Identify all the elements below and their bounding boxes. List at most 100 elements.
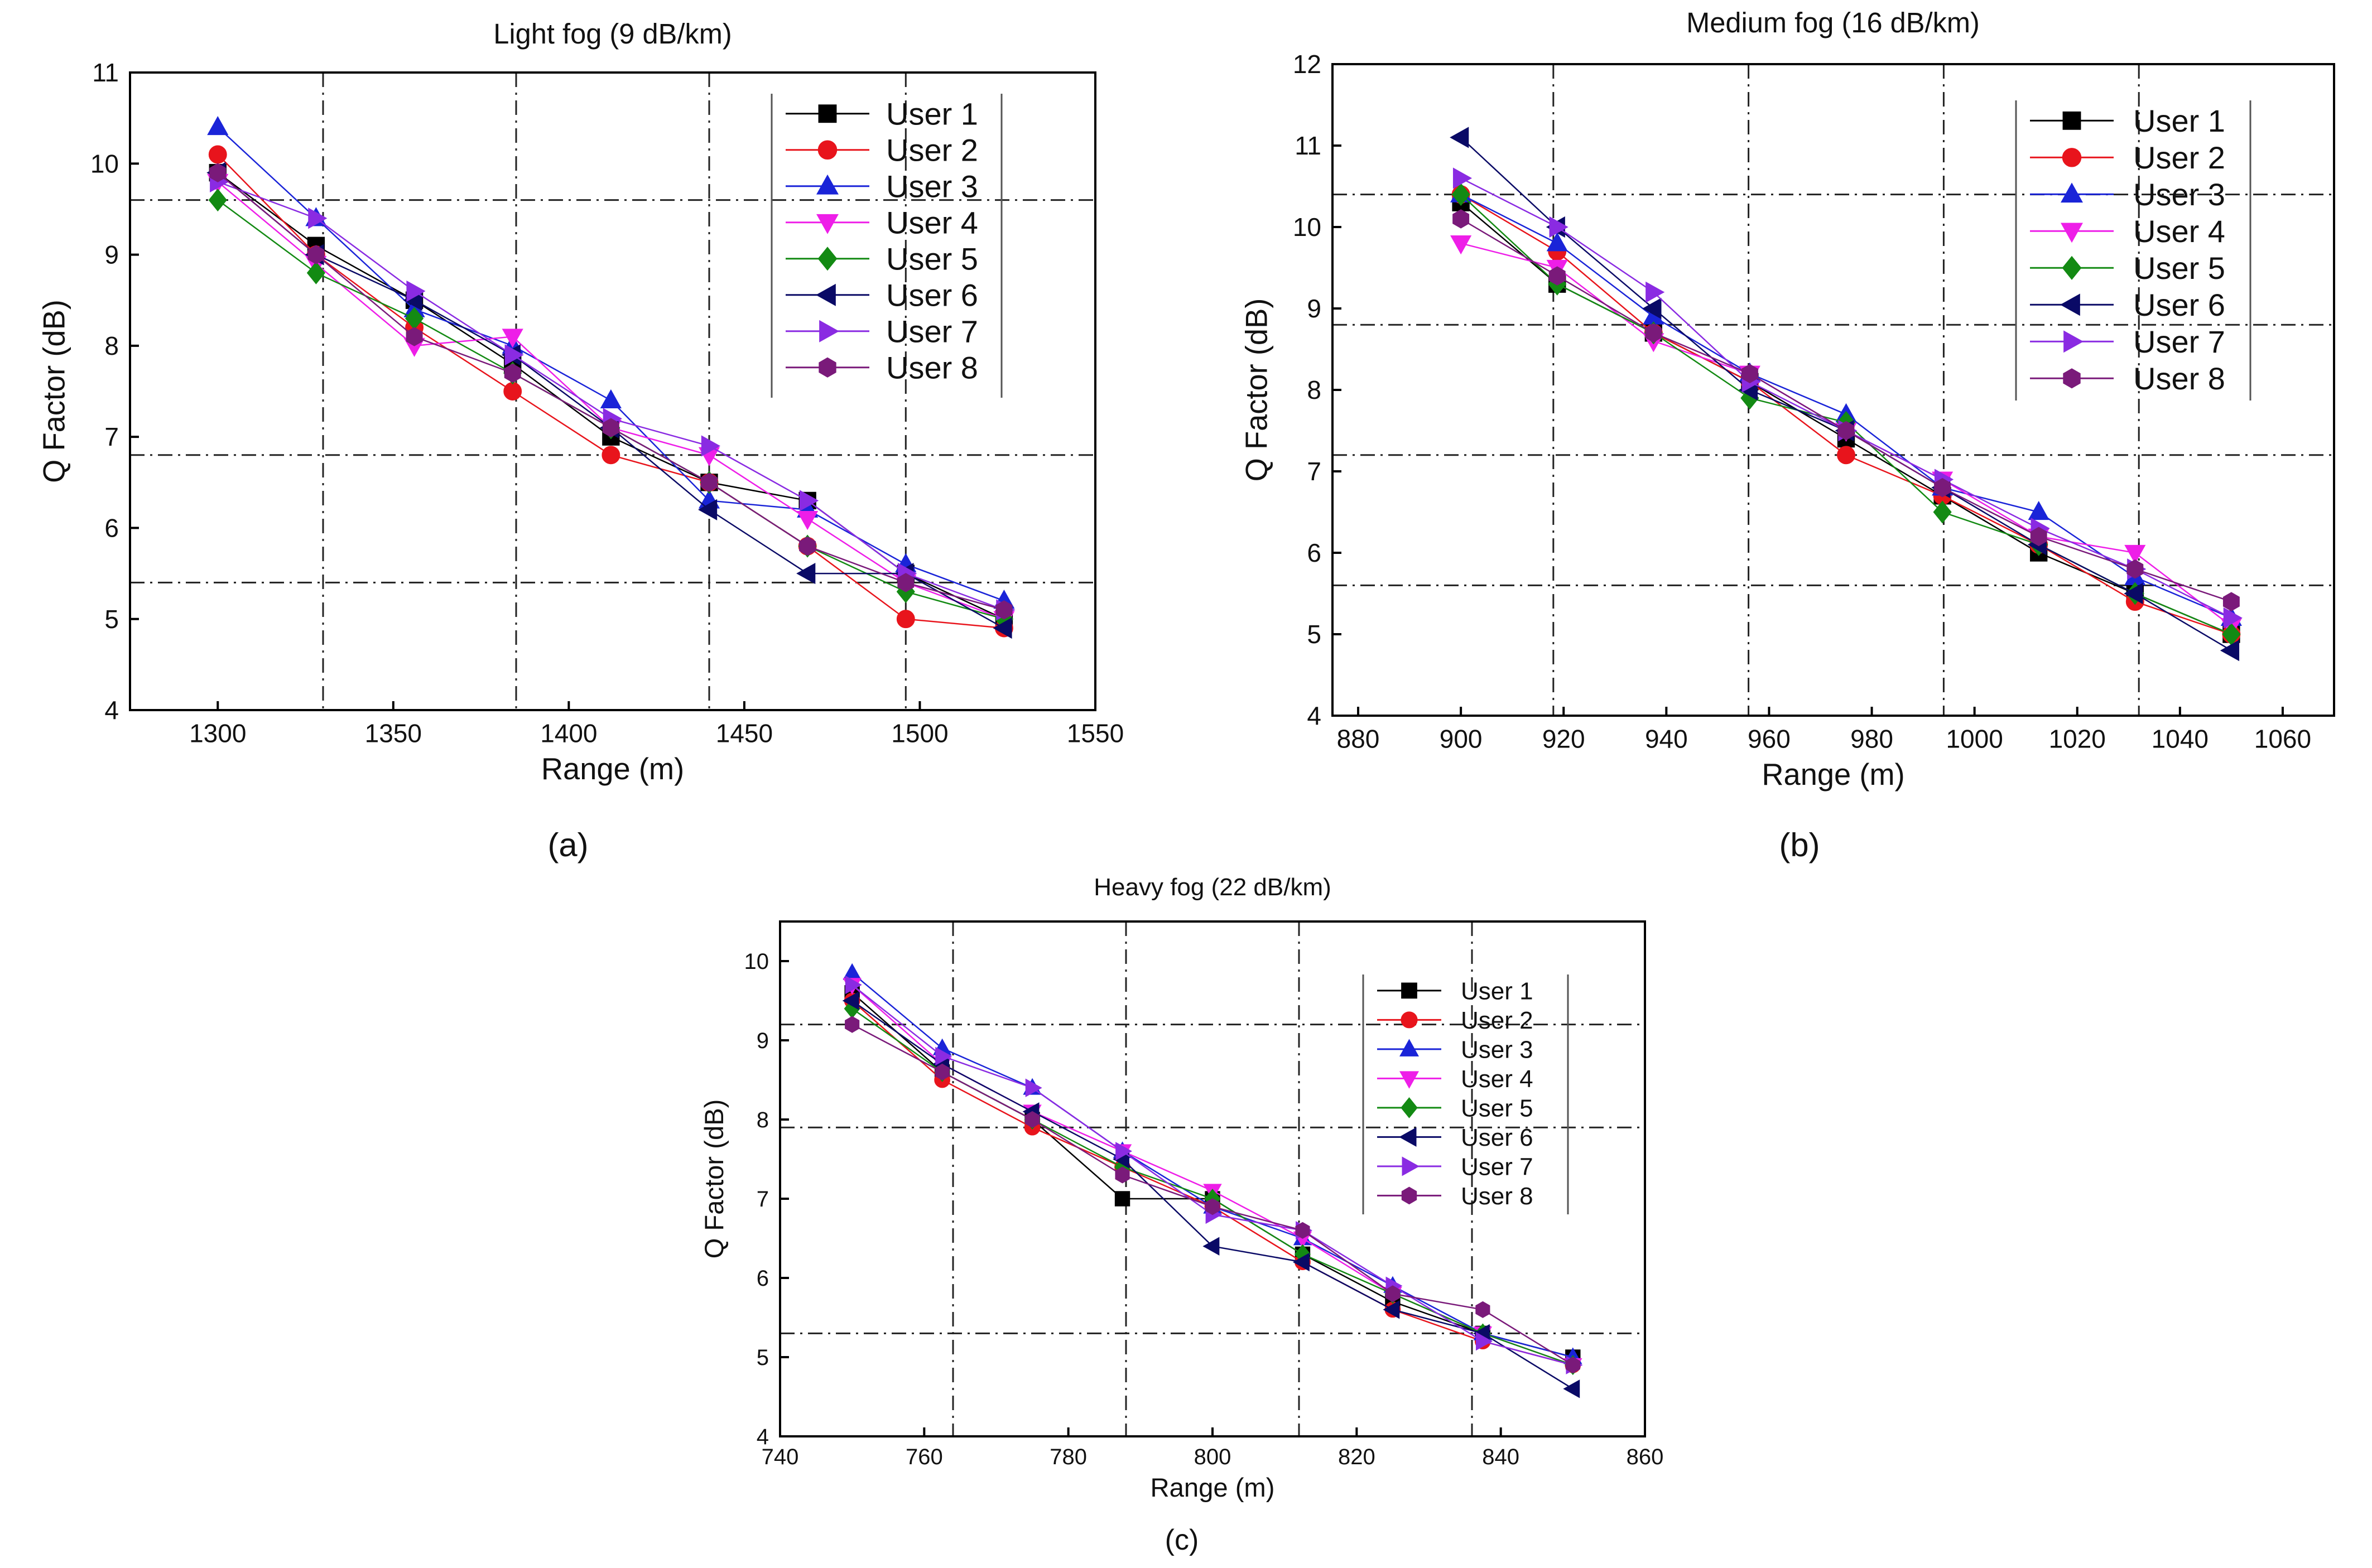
data-point (797, 510, 819, 530)
plot-frame (129, 71, 1096, 711)
legend-entry: User 1 (2133, 103, 2225, 138)
series-3 (1450, 183, 2242, 626)
y-tick-label: 8 (757, 1108, 769, 1132)
y-tick-label: 4 (1307, 701, 1321, 730)
legend-marker (2063, 368, 2081, 389)
data-point (1933, 500, 1952, 524)
data-point (935, 1046, 952, 1066)
data-point (306, 261, 325, 284)
data-point (1115, 1166, 1130, 1184)
legend-marker (1399, 1039, 1419, 1056)
y-tick-label: 5 (104, 605, 119, 634)
data-point (799, 490, 819, 512)
data-point (1646, 281, 1665, 303)
data-point (995, 600, 1013, 620)
legend-entry: User 5 (886, 241, 978, 276)
panel-label: (c) (1165, 1524, 1199, 1556)
data-point (1452, 167, 1473, 189)
chart-panel-3: 740 760 780 800 820 840 860 4 5 6 7 8 9 10 Heavy fog (… (700, 874, 1663, 1556)
data-point (307, 245, 325, 264)
data-point (1292, 1252, 1310, 1272)
y-tick-label: 7 (1307, 457, 1321, 486)
chart-title: Medium fog (16 dB/km) (1686, 7, 1980, 38)
x-tick-label: 1500 (891, 719, 948, 748)
data-point (1475, 1301, 1490, 1318)
series-6 (1450, 127, 2240, 662)
legend-entry: User 3 (1461, 1036, 1533, 1063)
legend-entry: User 7 (1461, 1153, 1533, 1180)
legend-entry: User 2 (886, 132, 978, 167)
x-tick-label: 960 (1748, 725, 1791, 754)
data-point (502, 329, 523, 348)
data-point (1837, 446, 1855, 465)
x-axis-label: Range (m) (1762, 758, 1904, 792)
legend-entry: User 1 (886, 96, 978, 131)
data-point (845, 1016, 860, 1033)
y-tick-label: 7 (757, 1187, 769, 1212)
x-tick-label: 880 (1337, 725, 1380, 754)
data-point (600, 389, 622, 408)
legend-marker (2062, 148, 2082, 167)
legend-marker (2062, 255, 2082, 280)
legend-marker (816, 174, 839, 195)
legend-marker (816, 283, 836, 306)
data-point (2126, 559, 2144, 579)
x-tick-label: 940 (1645, 725, 1688, 754)
data-point (308, 208, 328, 229)
data-point (842, 991, 859, 1010)
data-point (1450, 127, 1469, 148)
x-tick-label: 980 (1850, 725, 1893, 754)
legend-marker (1401, 1097, 1418, 1118)
y-tick-label: 10 (1293, 213, 1321, 242)
data-point (1383, 1300, 1400, 1319)
data-point (1205, 1198, 1220, 1215)
x-tick-label: 1350 (365, 719, 422, 748)
data-point (1114, 1191, 1130, 1207)
y-tick-label: 12 (1293, 50, 1321, 79)
x-tick-label: 1000 (1946, 725, 2003, 754)
series-8 (209, 163, 1013, 620)
series-8 (1452, 209, 2240, 611)
y-tick-label: 4 (104, 696, 119, 725)
data-point (504, 363, 521, 383)
legend-marker (816, 214, 839, 234)
legend-marker (2062, 111, 2081, 130)
data-point (1565, 1357, 1580, 1374)
data-point (208, 189, 227, 212)
data-point (406, 327, 423, 346)
series-8 (845, 1016, 1580, 1374)
data-point (1385, 1285, 1400, 1302)
y-tick-label: 7 (104, 422, 119, 451)
data-point (1546, 232, 1568, 252)
legend-entry: User 5 (2133, 250, 2225, 286)
x-tick-label: 1400 (540, 719, 597, 748)
data-point (1295, 1222, 1310, 1239)
legend-marker (819, 357, 836, 378)
y-axis-label: Q Factor (dB) (1240, 298, 1274, 482)
y-tick-label: 6 (1307, 538, 1321, 567)
legend-entry: User 4 (886, 205, 978, 240)
y-tick-label: 9 (1307, 294, 1321, 323)
data-point (208, 145, 227, 164)
legend-marker (1401, 982, 1417, 999)
data-point (701, 435, 721, 457)
legend-marker (1399, 1071, 1419, 1089)
data-point (209, 163, 227, 182)
legend-marker (2063, 330, 2084, 353)
legend-entry: User 6 (1461, 1124, 1533, 1151)
chart-title: Light fog (9 dB/km) (493, 18, 732, 50)
data-point (935, 1063, 950, 1080)
data-point (1837, 421, 1855, 441)
x-tick-label: 920 (1542, 725, 1585, 754)
legend-entry: User 3 (2133, 177, 2225, 212)
y-tick-label: 5 (757, 1345, 769, 1370)
chart-panel-2: 880 900 920 940 960 980 1000 1020 1040 1060 4 5 6 7 8 9… (1240, 7, 2335, 863)
data-point (503, 382, 522, 401)
legend-marker (1402, 1156, 1420, 1176)
series-line (1460, 137, 2232, 652)
x-tick-label: 820 (1338, 1445, 1375, 1469)
data-point (1452, 209, 1470, 229)
y-tick-label: 11 (1295, 131, 1321, 160)
x-tick-label: 780 (1050, 1445, 1087, 1469)
